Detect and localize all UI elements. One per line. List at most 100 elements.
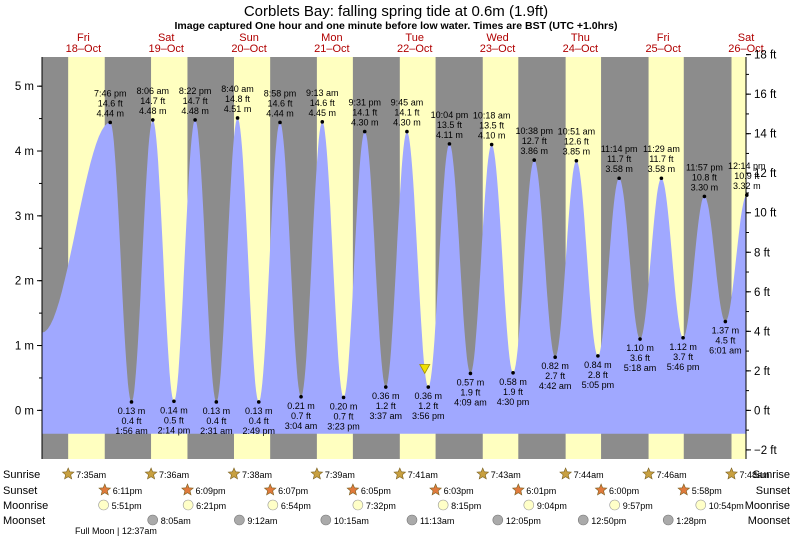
sun-star-icon bbox=[310, 467, 324, 480]
high-tide-metres: 4.11 m bbox=[436, 130, 463, 140]
low-tide-time: 3:04 am bbox=[285, 421, 318, 431]
low-tide-point bbox=[214, 400, 219, 404]
left-tick-label: 2 m bbox=[15, 276, 34, 288]
day-date-label: 19–Oct bbox=[149, 43, 184, 55]
right-tick-label: 16 ft bbox=[754, 89, 777, 101]
day-name-label: Mon bbox=[321, 32, 342, 44]
sunset-time: 6:07pm bbox=[278, 486, 308, 496]
moonrise-time: 9:57pm bbox=[623, 501, 653, 511]
low-tide-feet: 2.7 ft bbox=[545, 371, 566, 381]
low-tide-time: 2:49 pm bbox=[243, 426, 276, 436]
left-tick-label: 4 m bbox=[15, 146, 34, 158]
low-tide-point bbox=[596, 354, 600, 358]
sunset-time: 6:05pm bbox=[361, 486, 391, 496]
low-tide-metres: 1.12 m bbox=[669, 342, 697, 352]
high-tide-metres: 4.48 m bbox=[139, 106, 167, 116]
astronomy-rows: Sunrise Sunrise Sunset Sunset Moonrise Moonri… bbox=[3, 467, 790, 536]
high-tide-time: 8:40 am bbox=[221, 84, 254, 94]
low-tide-time: 6:01 am bbox=[709, 346, 742, 356]
full-moon-label: Full Moon | 12:37am bbox=[75, 526, 157, 536]
low-tide-time: 3:37 am bbox=[370, 411, 403, 421]
sunset-time: 5:58pm bbox=[692, 486, 722, 496]
right-tick-label: 4 ft bbox=[754, 326, 771, 338]
left-tick-label: 0 m bbox=[15, 405, 34, 417]
high-tide-point bbox=[150, 118, 155, 122]
yellow-triangle-icon bbox=[419, 364, 431, 375]
moonset-time: 8:05am bbox=[161, 516, 191, 526]
moonset-disc-icon bbox=[492, 514, 504, 526]
high-tide-point bbox=[447, 142, 452, 146]
right-tick-label: 6 ft bbox=[754, 287, 771, 299]
moonset-row-label-right: Moonset bbox=[748, 515, 790, 527]
low-tide-point bbox=[256, 400, 261, 404]
low-tide-feet: 0.5 ft bbox=[164, 415, 185, 425]
sun-star-icon bbox=[393, 467, 407, 480]
sunset-star-icon bbox=[429, 483, 443, 496]
low-tide-time: 2:31 am bbox=[200, 426, 233, 436]
moon-disc-icon bbox=[182, 499, 194, 511]
high-tide-time: 10:38 pm bbox=[515, 126, 553, 136]
low-tide-feet: 4.5 ft bbox=[715, 336, 736, 346]
moon-disc-icon bbox=[695, 499, 707, 511]
moonrise-time: 6:21pm bbox=[196, 501, 226, 511]
sunset-time: 6:00pm bbox=[609, 486, 639, 496]
right-tick-label: 10 ft bbox=[754, 208, 777, 220]
sun-star-icon bbox=[61, 467, 75, 480]
moonrise-time: 6:54pm bbox=[281, 501, 311, 511]
high-tide-metres: 4.44 m bbox=[266, 108, 294, 118]
high-tide-point bbox=[659, 176, 664, 181]
sunrise-row-label-right: Sunrise bbox=[753, 469, 790, 481]
low-tide-time: 4:09 am bbox=[454, 397, 487, 407]
day-name-label: Thu bbox=[571, 32, 590, 44]
moonset-time: 10:15am bbox=[334, 516, 369, 526]
high-tide-feet: 14.6 ft bbox=[98, 98, 124, 108]
moonset-time: 11:13am bbox=[420, 516, 454, 526]
high-tide-point bbox=[574, 158, 579, 163]
low-tide-feet: 2.8 ft bbox=[588, 370, 609, 380]
high-tide-metres: 4.45 m bbox=[309, 108, 337, 118]
tide-area bbox=[42, 117, 746, 434]
high-tide-feet: 14.8 ft bbox=[225, 94, 251, 104]
high-tide-point bbox=[532, 158, 537, 162]
sunset-star-icon bbox=[263, 483, 277, 496]
high-tide-point bbox=[278, 120, 282, 125]
sunrise-time: 7:44am bbox=[574, 470, 604, 480]
moonset-time: 1:28pm bbox=[676, 516, 706, 526]
high-tide-metres: 4.30 m bbox=[393, 118, 421, 128]
moonset-row-label-left: Moonset bbox=[3, 515, 45, 527]
high-tide-metres: 4.10 m bbox=[478, 131, 506, 141]
low-tide-feet: 1.2 ft bbox=[376, 401, 397, 411]
sunrise-time: 7:36am bbox=[159, 470, 189, 480]
low-tide-feet: 1.2 ft bbox=[418, 401, 439, 411]
high-tide-feet: 12.7 ft bbox=[522, 136, 548, 146]
day-date-label: 23–Oct bbox=[480, 43, 515, 55]
sunrise-time: 7:39am bbox=[325, 470, 355, 480]
low-tide-point bbox=[723, 319, 728, 324]
left-tick-label: 3 m bbox=[15, 211, 34, 223]
low-tide-point bbox=[681, 335, 685, 340]
sunset-star-icon bbox=[594, 483, 608, 496]
moonrise-time: 7:32pm bbox=[366, 501, 396, 511]
high-tide-feet: 10.9 ft bbox=[734, 171, 760, 181]
moonset-disc-icon bbox=[662, 514, 674, 526]
right-tick-label: 0 ft bbox=[754, 405, 771, 417]
moon-disc-icon bbox=[267, 499, 279, 511]
right-tick-label: −2 ft bbox=[754, 445, 778, 457]
high-tide-point bbox=[320, 120, 325, 124]
high-tide-time: 10:51 am bbox=[558, 127, 596, 137]
low-tide-metres: 0.36 m bbox=[372, 391, 400, 401]
moonset-disc-icon bbox=[577, 514, 589, 526]
day-name-label: Sat bbox=[158, 32, 175, 44]
day-headers: Fri18–OctSat19–OctSun20–OctMon21–OctTue2… bbox=[66, 32, 764, 55]
day-date-label: 22–Oct bbox=[397, 43, 432, 55]
high-tide-time: 11:29 am bbox=[643, 144, 680, 154]
chart-subtitle: Image captured One hour and one minute b… bbox=[175, 20, 618, 32]
sunrise-time: 7:35am bbox=[76, 470, 106, 480]
low-tide-metres: 0.13 m bbox=[203, 406, 231, 416]
high-tide-point bbox=[193, 118, 197, 122]
high-tide-point bbox=[235, 116, 240, 120]
high-tide-metres: 3.30 m bbox=[691, 182, 719, 192]
low-tide-metres: 1.37 m bbox=[712, 326, 740, 336]
